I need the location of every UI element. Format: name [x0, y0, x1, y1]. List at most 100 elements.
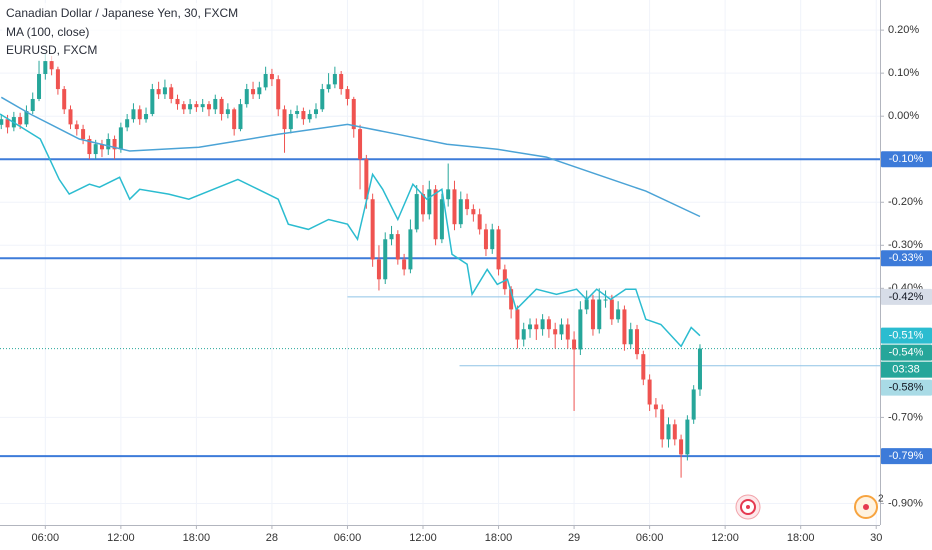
candle-body: [521, 329, 526, 340]
candle-body: [313, 109, 318, 115]
candle-body: [24, 111, 29, 125]
candle-body: [320, 89, 325, 110]
candle-body: [628, 329, 633, 345]
candle-body: [43, 61, 48, 75]
legend-bg: [2, 3, 252, 61]
candle-body: [225, 109, 230, 115]
candle-body: [477, 214, 482, 230]
price-lines: [0, 158, 880, 458]
candle-body: [679, 439, 684, 455]
x-tick-label: 29: [568, 532, 580, 544]
event-icon-ca[interactable]: [735, 494, 761, 520]
candle-body: [244, 89, 249, 105]
candle-body: [490, 229, 495, 250]
candle-body: [0, 119, 4, 125]
candle-body: [131, 109, 136, 120]
candle-body: [370, 199, 375, 260]
candle-body: [427, 189, 432, 215]
candle-body: [572, 339, 577, 350]
candle-body: [269, 74, 274, 80]
candle-body: [635, 329, 640, 355]
candle-body: [502, 269, 507, 290]
x-tick-label: 18:00: [485, 532, 513, 544]
candle-body: [213, 98, 218, 110]
candle-body: [351, 98, 356, 130]
x-tick-label: 12:00: [711, 532, 739, 544]
legend-compare: EURUSD, FXCM: [6, 43, 97, 57]
candle-body: [282, 109, 287, 130]
candle-body: [307, 114, 312, 120]
candle-body: [439, 199, 444, 240]
y-tick-label: -0.30%: [888, 239, 923, 251]
x-tick-label: 12:00: [409, 532, 437, 544]
candle-body: [156, 89, 161, 95]
candle-body: [584, 299, 589, 310]
candle-body: [559, 324, 564, 335]
y-tick-label: -0.70%: [888, 411, 923, 423]
candle-body: [326, 84, 331, 90]
candle-body: [578, 309, 583, 350]
price-tag: [881, 379, 932, 396]
countdown-tag: [881, 361, 932, 378]
candle-body: [483, 229, 488, 250]
candle-body: [553, 329, 558, 335]
candle-body: [81, 129, 86, 139]
x-tick-label: 28: [266, 532, 278, 544]
x-tick-label: 06:00: [636, 532, 664, 544]
candle-body: [162, 87, 167, 95]
overlay-line: [0, 113, 701, 348]
legend-title: Canadian Dollar / Japanese Yen, 30, FXCM: [6, 6, 238, 20]
candle-body: [509, 289, 514, 310]
candle-body: [546, 319, 551, 330]
candles: [0, 53, 702, 478]
candle-body: [364, 159, 369, 200]
candle-body: [30, 98, 35, 112]
candle-body: [339, 74, 344, 90]
price-tag-label: -0.79%: [889, 450, 924, 462]
candle-body: [465, 199, 470, 210]
y-tick-label: 0.10%: [888, 67, 919, 79]
candle-body: [169, 87, 174, 99]
candle-body: [408, 229, 413, 270]
y-tick-label: 0.20%: [888, 24, 919, 36]
candle-body: [232, 109, 237, 130]
price-tag: [881, 288, 932, 305]
candle-body: [421, 194, 426, 215]
price-tag: [881, 151, 932, 168]
candle-body: [118, 127, 123, 150]
price-tag-label: -0.54%: [889, 347, 924, 359]
candle-body: [496, 229, 501, 270]
candle-body: [5, 119, 10, 128]
candle-body: [49, 61, 54, 70]
candle-body: [660, 409, 665, 440]
candle-body: [181, 104, 186, 110]
candle-body: [144, 114, 149, 120]
candle-body: [603, 299, 608, 301]
candle-body: [653, 404, 658, 410]
candle-body: [288, 114, 293, 130]
event-icon-group[interactable]: 2: [854, 494, 884, 519]
candle-body: [565, 324, 570, 340]
candle-body: [257, 87, 262, 95]
candle-body: [389, 234, 394, 240]
candle-body: [332, 74, 337, 85]
candle-body: [301, 111, 306, 120]
price-tag: [881, 448, 932, 465]
candle-body: [515, 309, 520, 340]
x-tick-label: 18:00: [183, 532, 211, 544]
candle-body: [414, 194, 419, 230]
event-group-dot: [863, 504, 869, 510]
legend-ma: MA (100, close): [6, 25, 89, 39]
candle-body: [238, 104, 243, 130]
candle-body: [175, 98, 180, 105]
candle-body: [194, 104, 199, 108]
candle-body: [106, 138, 111, 150]
price-tag: [881, 250, 932, 267]
candle-body: [200, 104, 205, 108]
candle-body: [609, 299, 614, 320]
candle-body: [150, 89, 155, 115]
candle-body: [295, 111, 300, 115]
price-tag-label: -0.10%: [889, 153, 924, 165]
y-tick-label: 0.00%: [888, 110, 919, 122]
